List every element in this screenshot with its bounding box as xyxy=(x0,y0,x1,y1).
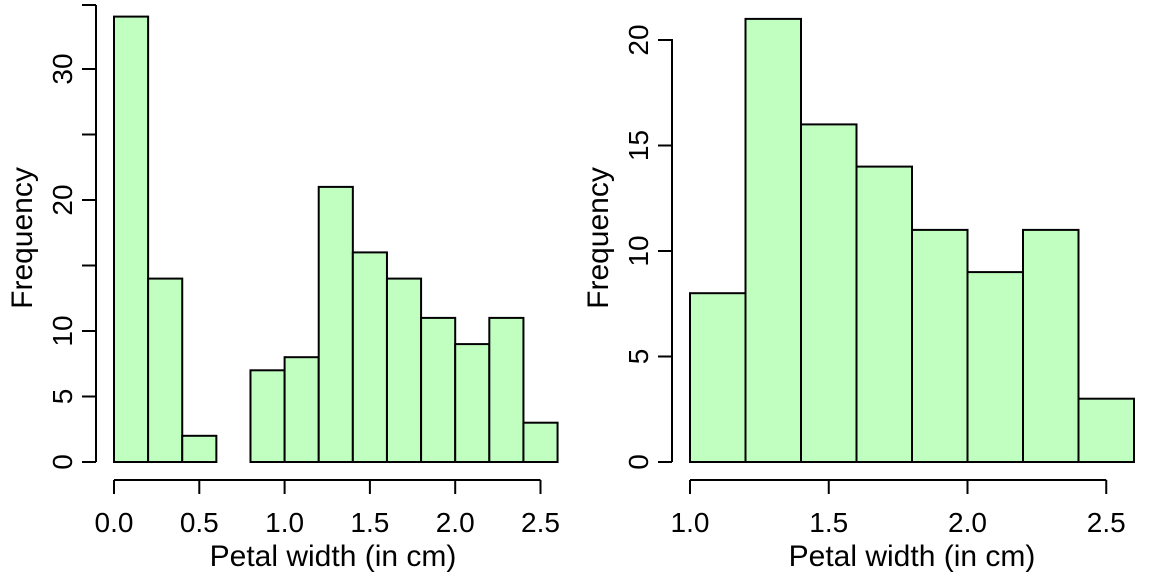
histogram-bar xyxy=(454,343,491,464)
y-tick-label: 10 xyxy=(47,315,78,346)
histogram-bar xyxy=(911,228,969,463)
x-tick-label: 1.0 xyxy=(265,507,304,538)
histogram-bar xyxy=(522,421,559,464)
histogram-bar xyxy=(855,165,913,463)
x-tick-label: 0.0 xyxy=(95,507,134,538)
y-tick-label: 15 xyxy=(623,130,654,161)
x-tick-label: 1.5 xyxy=(809,507,848,538)
y-tick-label: 20 xyxy=(47,184,78,215)
y-tick-label: 10 xyxy=(623,235,654,266)
histogram-bar xyxy=(249,369,286,463)
histogram-bar xyxy=(351,251,388,463)
x-tick-label: 2.5 xyxy=(521,507,560,538)
y-tick-label: 30 xyxy=(47,53,78,84)
x-tick-label: 2.5 xyxy=(1087,507,1126,538)
histogram-bar xyxy=(317,185,354,463)
histogram-bar xyxy=(800,123,858,464)
histogram-bar xyxy=(113,15,150,463)
y-tick-label: 5 xyxy=(47,389,78,405)
x-tick-label: 2.0 xyxy=(436,507,475,538)
y-tick-label: 20 xyxy=(623,24,654,55)
left-histogram-panel: 0 5 10 20 30 0.0 0.5 1.0 1.5 2.0 2.5 Frequency Petal… xyxy=(6,4,560,573)
y-tick-label: 0 xyxy=(623,454,654,470)
x-axis-title: Petal width (in cm) xyxy=(210,540,457,573)
histogram-bar xyxy=(385,277,423,463)
y-axis-title: Frequency xyxy=(582,167,615,309)
y-tick-label: 0 xyxy=(47,454,78,470)
x-tick-label: 1.5 xyxy=(350,507,389,538)
histogram-bar xyxy=(1077,397,1135,464)
histogram-bar xyxy=(689,292,747,464)
y-axis-title: Frequency xyxy=(6,167,39,309)
histogram-bar xyxy=(966,271,1024,463)
histogram-bar xyxy=(1022,228,1080,463)
histogram-bar xyxy=(181,434,218,463)
histogram-bar xyxy=(283,356,320,464)
histogram-bar xyxy=(744,17,802,464)
y-tick-label: 5 xyxy=(623,349,654,365)
x-tick-label: 0.5 xyxy=(180,507,219,538)
right-histogram-panel: 0 5 10 15 20 1.0 1.5 2.0 2.5 Frequency Petal width… xyxy=(582,17,1135,573)
histogram-bar xyxy=(420,316,457,463)
x-axis-title: Petal width (in cm) xyxy=(789,540,1036,573)
x-tick-label: 1.0 xyxy=(671,507,710,538)
x-tick-label: 2.0 xyxy=(948,507,987,538)
histogram-bar xyxy=(147,277,184,463)
histogram-bar xyxy=(488,316,525,463)
